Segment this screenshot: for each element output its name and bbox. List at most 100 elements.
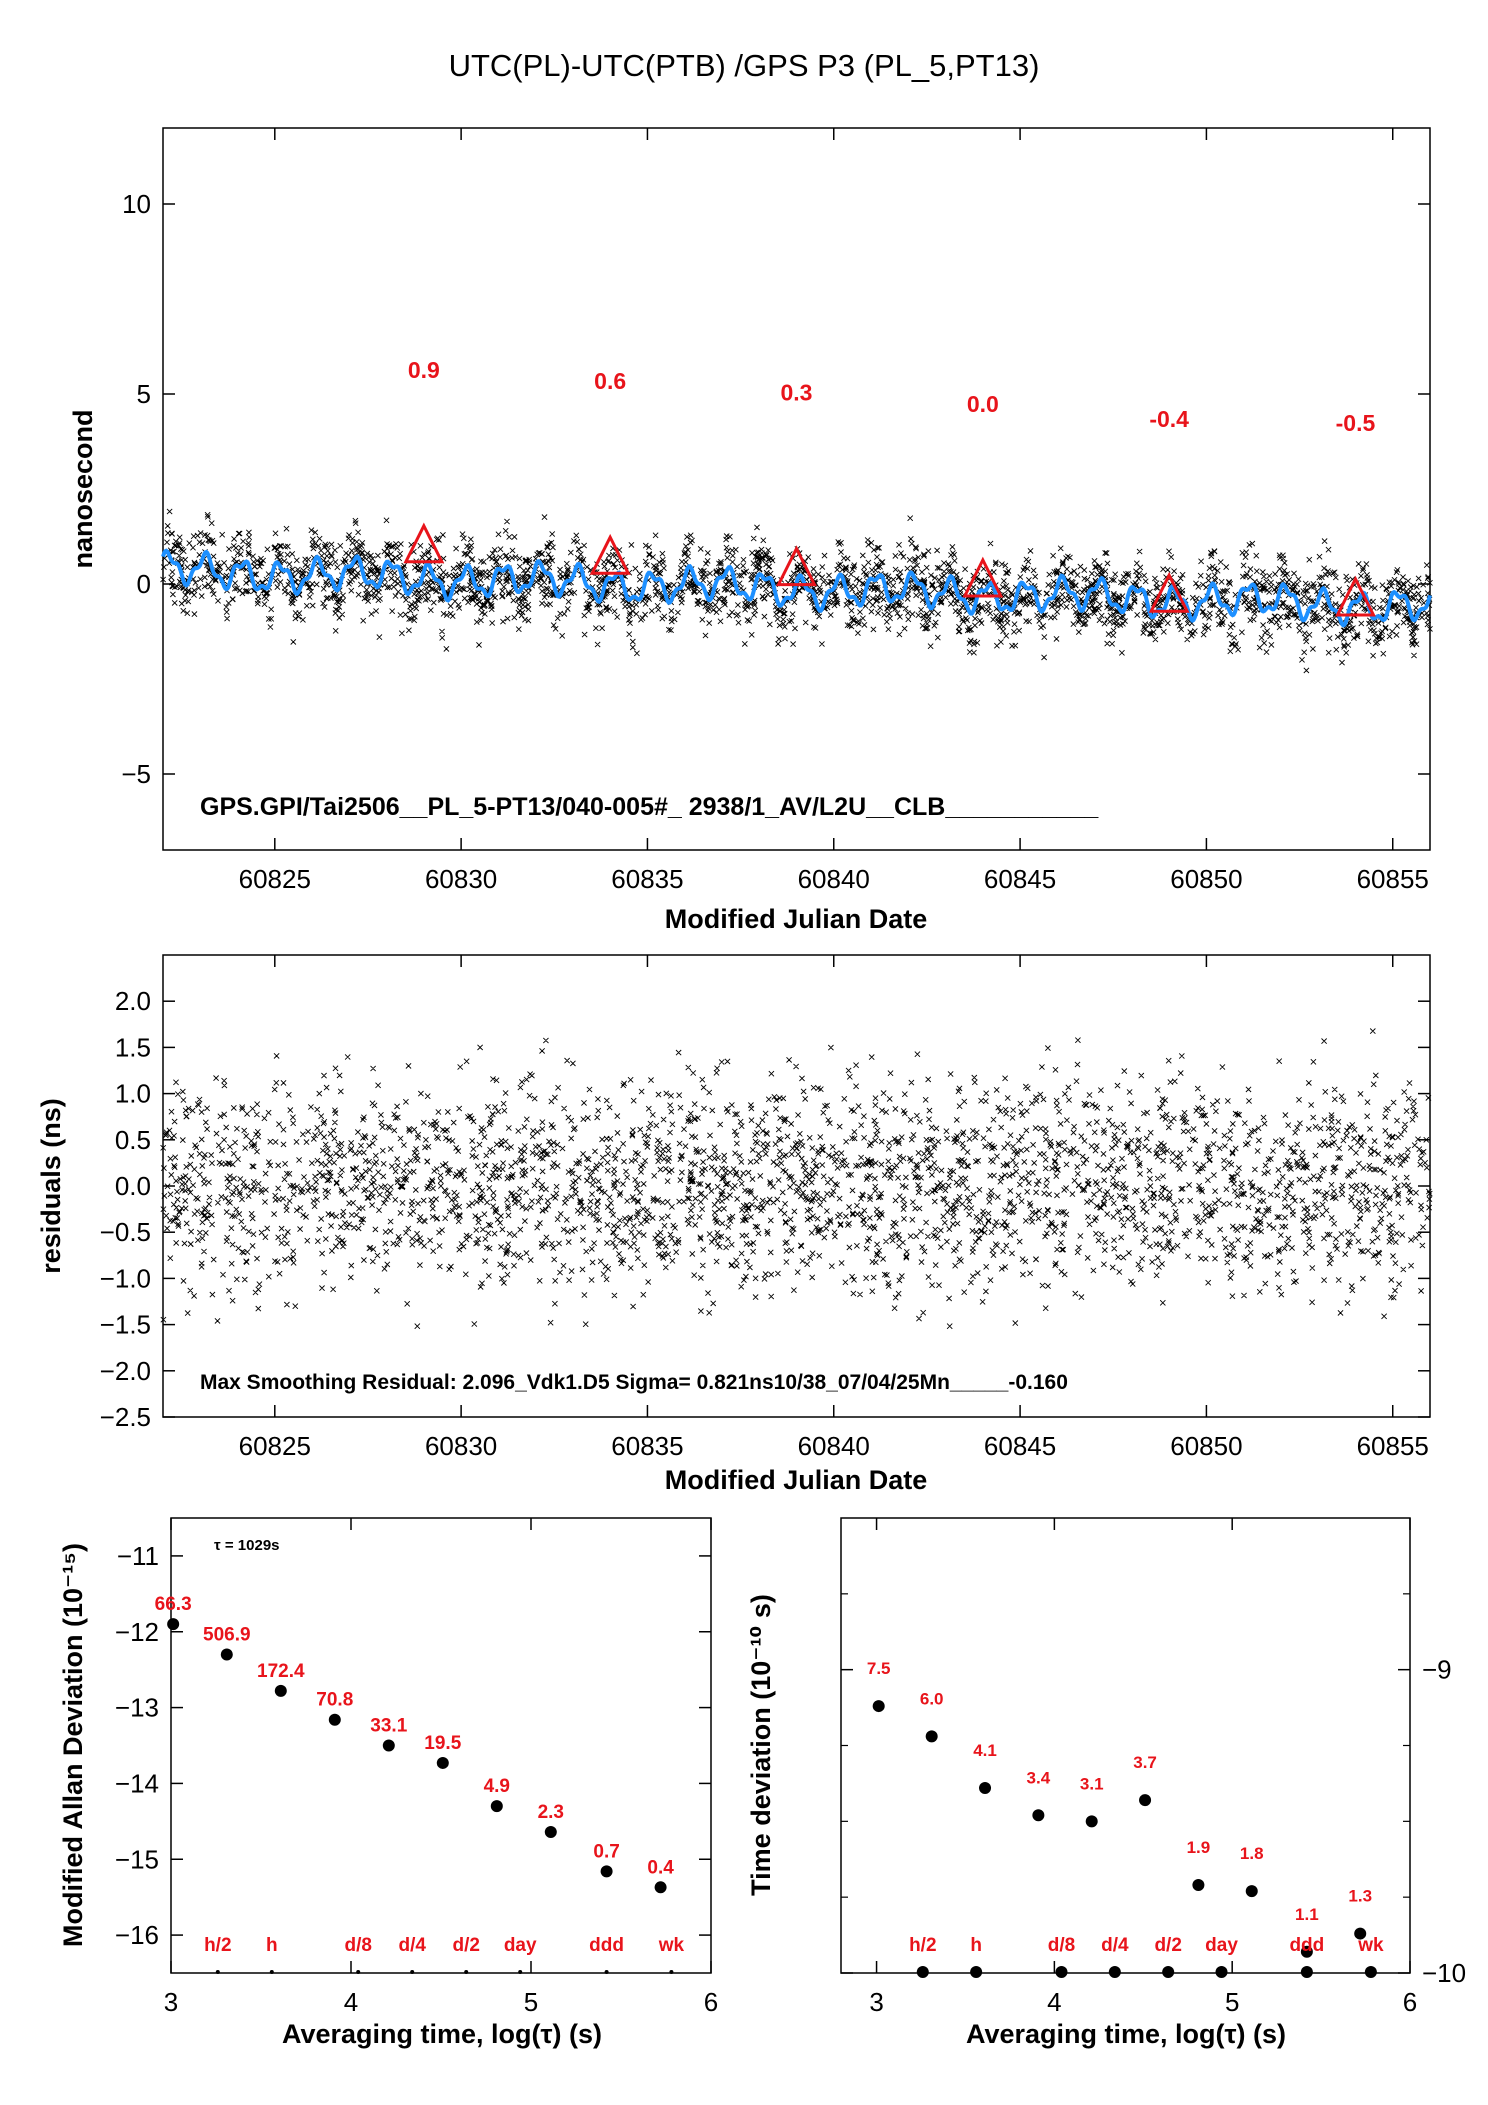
x-tick-label: 60835	[611, 1431, 683, 1461]
y-tick-label: −12	[115, 1617, 159, 1647]
x-tick-label: 4	[1047, 1987, 1061, 2017]
period-mark	[1162, 1966, 1175, 1978]
period-mark-label: wk	[658, 1935, 685, 1956]
daily-mean-triangle	[1148, 571, 1190, 613]
x-tick-label: 5	[524, 1987, 538, 2017]
deviation-label: 3.4	[1027, 1768, 1051, 1787]
x-tick-label: 60830	[425, 864, 497, 894]
tau-note: τ = 1029s	[214, 1537, 280, 1554]
x-tick-label: 60840	[798, 864, 870, 894]
daily-mean-label: -0.5	[1336, 410, 1376, 436]
period-mark	[970, 1966, 983, 1978]
deviation-label: 1.3	[1348, 1887, 1372, 1906]
x-tick-label: 60825	[239, 1431, 311, 1461]
period-mark	[669, 1970, 674, 1974]
y-tick-label: 0.5	[115, 1125, 151, 1155]
period-mark-label: ddd	[589, 1935, 624, 1956]
daily-mean-triangle	[403, 522, 445, 564]
deviation-point	[1085, 1815, 1098, 1828]
x-tick-label: 60855	[1357, 1431, 1429, 1461]
time-series-annotation: GPS.GPI/Tai2506__PL_5-PT13/040-005#_ 293…	[200, 793, 1099, 821]
deviation-point	[979, 1781, 992, 1794]
deviation-point	[328, 1713, 341, 1726]
y-tick-label: 2.0	[115, 986, 151, 1016]
deviation-point	[654, 1881, 667, 1894]
daily-mean-triangle	[776, 545, 817, 587]
period-mark	[1364, 1966, 1377, 1978]
period-mark	[1055, 1966, 1068, 1978]
x-tick-label: 3	[869, 1987, 883, 2017]
daily-mean-label: 0.6	[594, 368, 626, 394]
residuals-x-axis-label: Modified Julian Date	[665, 1465, 928, 1495]
deviation-label: 6.0	[920, 1689, 944, 1708]
x-tick-label: 60825	[239, 864, 311, 894]
y-tick-label: −15	[115, 1844, 159, 1874]
deviation-label: 0.4	[647, 1857, 674, 1878]
tdev-period-marks: h/2 h d/8 d/4 d/2 day ddd wk	[909, 1935, 1384, 1978]
deviation-label: 70.8	[316, 1690, 353, 1711]
x-tick-label: 4	[344, 1987, 358, 2017]
deviation-point	[1354, 1927, 1367, 1940]
y-tick-label: −9	[1422, 1655, 1452, 1685]
x-tick-label: 6	[1403, 1987, 1417, 2017]
deviation-label: 19.5	[424, 1733, 461, 1754]
deviation-point	[274, 1684, 287, 1697]
deviation-label: 7.5	[867, 1659, 891, 1678]
period-mark-label: h/2	[909, 1935, 936, 1956]
period-mark-label: d/4	[398, 1935, 426, 1956]
daily-mean-markers: 0.9 0.6 0.3 0.0 -0.4 -0.5	[403, 357, 1376, 617]
y-tick-label: −16	[115, 1920, 159, 1950]
y-tick-label: −13	[115, 1693, 159, 1723]
allan-deviation-panel: 3 4 5 6 −16 −15 −14 −13 −12 −11 66.3 506.9 172.4 70.…	[58, 1517, 718, 2049]
allan-y-axis-label: Modified Allan Deviation (10⁻¹⁵)	[58, 1543, 88, 1947]
daily-mean-label: 0.0	[967, 391, 999, 417]
deviation-point	[1032, 1809, 1045, 1822]
daily-mean-label: 0.9	[408, 357, 440, 383]
deviation-point	[872, 1700, 885, 1713]
deviation-label: 172.4	[257, 1661, 305, 1682]
residuals-axes: 60825 60830 60835 60840 60845 60850 60855 −2.5 −…	[100, 955, 1430, 1461]
period-mark-label: h	[970, 1935, 982, 1956]
y-tick-label: −1.0	[100, 1263, 151, 1293]
period-mark-label: d/4	[1101, 1935, 1129, 1956]
period-mark-label: d/2	[452, 1935, 479, 1956]
y-tick-label: 0	[137, 569, 151, 599]
smoothed-line	[161, 548, 1432, 628]
time-series-frame	[162, 127, 1431, 851]
x-tick-label: 60855	[1357, 864, 1429, 894]
tdev-points: 7.5 6.0 4.1 3.4 3.1 3.7 1.9 1.8 1.1 1.3	[867, 1659, 1372, 1958]
deviation-point	[925, 1730, 938, 1743]
x-tick-label: 5	[1225, 1987, 1239, 2017]
deviation-point	[544, 1825, 557, 1838]
deviation-label: 0.7	[593, 1841, 619, 1862]
period-mark	[269, 1970, 274, 1974]
period-mark	[604, 1970, 609, 1974]
allan-x-axis-label: Averaging time, log(τ) (s)	[282, 2019, 602, 2049]
x-tick-label: 6	[704, 1987, 718, 2017]
period-mark	[356, 1970, 361, 1974]
period-mark-label: wk	[1357, 1935, 1384, 1956]
residuals-y-axis-label: residuals (ns)	[36, 1098, 66, 1274]
allan-frame	[170, 1517, 712, 1974]
period-mark-label: d/8	[1048, 1935, 1075, 1956]
y-tick-label: 1.5	[115, 1032, 151, 1062]
daily-mean-triangle	[589, 533, 631, 575]
daily-mean-triangle	[962, 556, 1004, 598]
deviation-point	[167, 1618, 180, 1631]
daily-mean-label: -0.4	[1149, 406, 1189, 432]
deviation-label: 4.9	[484, 1776, 510, 1797]
deviation-label: 66.3	[155, 1594, 192, 1615]
deviation-label: 33.1	[370, 1716, 407, 1737]
tdev-y-axis-label: Time deviation (10⁻¹⁰ s)	[746, 1594, 776, 1896]
y-tick-label: −10	[1422, 1958, 1466, 1988]
residuals-scatter	[160, 1028, 1433, 1330]
x-tick-label: 60845	[984, 1431, 1056, 1461]
period-mark	[410, 1970, 415, 1974]
y-tick-label: −5	[121, 759, 151, 789]
deviation-point	[1139, 1794, 1152, 1807]
chart-title: UTC(PL)-UTC(PTB) /GPS P3 (PL_5,PT13)	[449, 48, 1040, 83]
x-tick-label: 60850	[1170, 864, 1242, 894]
period-mark-label: d/8	[344, 1935, 371, 1956]
residual-points	[160, 1028, 1433, 1330]
x-tick-label: 3	[164, 1987, 178, 2017]
